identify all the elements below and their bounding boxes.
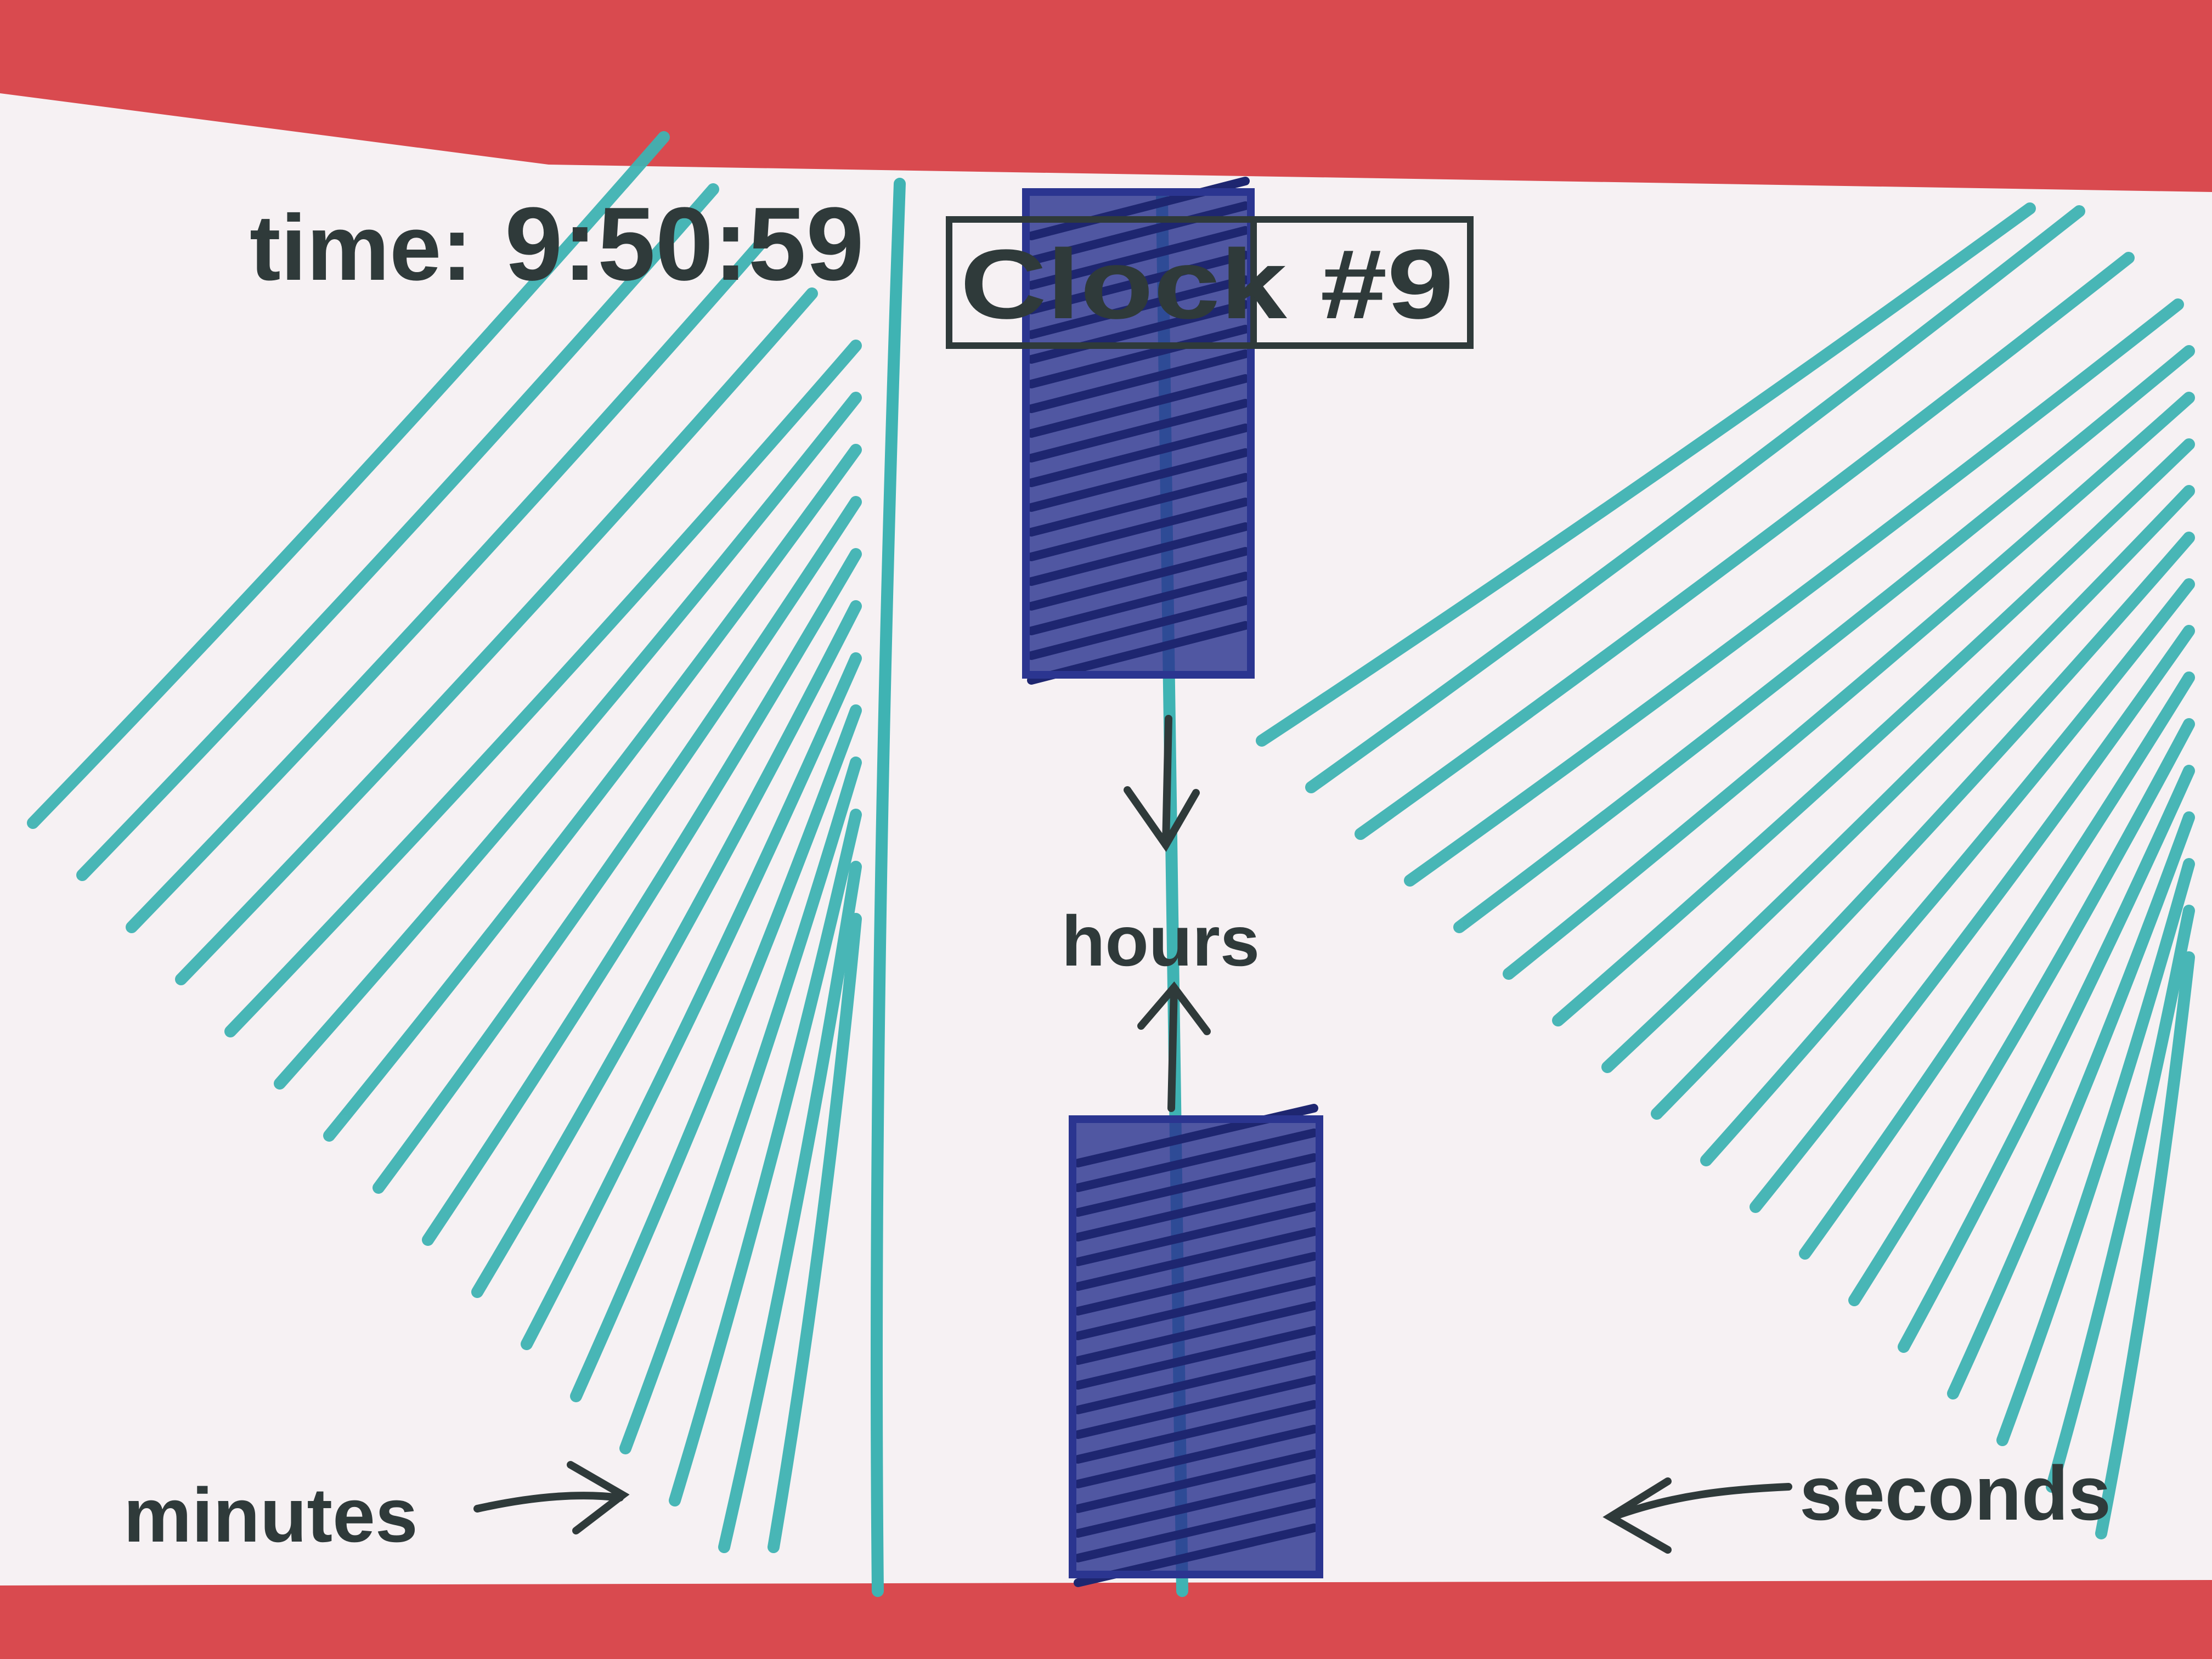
minutes-label: minutes: [123, 1472, 418, 1558]
teal-hatch-stroke: [76, 183, 719, 881]
navy-scribble-stroke: [1074, 1128, 1318, 1192]
navy-scribble-stroke: [1027, 275, 1250, 339]
teal-hatch-stroke: [224, 340, 862, 1037]
navy-scribble-stroke: [1074, 1252, 1318, 1316]
navy-scribble-stroke: [1027, 522, 1250, 586]
teal-hatch-stroke: [1700, 578, 2195, 1166]
teal-hatch-stroke: [323, 444, 862, 1142]
teal-hatch-stroke: [1898, 765, 2195, 1353]
arrow-down-icon: [1124, 715, 1200, 853]
navy-scribble-stroke: [1074, 1351, 1318, 1414]
clock-title: Clock #9: [960, 229, 1454, 340]
navy-scribble-stroke: [1027, 424, 1250, 487]
navy-scribble-stroke: [1027, 300, 1250, 364]
teal-hatch-stroke: [669, 809, 862, 1506]
arrow-right-icon: [473, 1461, 630, 1534]
time-label: time:: [250, 196, 472, 300]
teal-hatch-stroke: [1552, 438, 2195, 1026]
teal-hatch-stroke: [570, 704, 862, 1402]
teal-hatch-stroke: [1305, 205, 2085, 793]
navy-scribble-stroke: [1074, 1375, 1318, 1439]
hour-bar-top: [1022, 177, 1255, 685]
navy-scribble-stroke: [1074, 1203, 1318, 1266]
navy-scribble-stroke: [1074, 1425, 1318, 1488]
teal-hatch-stroke: [521, 652, 862, 1350]
teal-hatch-stroke: [1503, 392, 2195, 980]
teal-hatch-stroke: [2046, 905, 2195, 1493]
navy-scribble-stroke: [1027, 251, 1250, 314]
teal-hatch-stroke: [1996, 858, 2195, 1446]
hour-bar-bottom: [1069, 1104, 1323, 1587]
teal-hatch-stroke: [1256, 202, 2036, 747]
time-value: 9:50:59: [505, 186, 864, 302]
teal-hatch-stroke: [1848, 718, 2195, 1306]
navy-scribble-stroke: [1074, 1153, 1318, 1217]
teal-hatch-stroke: [126, 235, 769, 933]
navy-scribble-stroke: [1027, 448, 1250, 512]
teal-hatch-stroke: [1651, 532, 2195, 1120]
teal-hatch-stroke: [373, 496, 862, 1194]
teal-hatch-stroke: [1799, 672, 2195, 1260]
teal-hatch-stroke: [471, 600, 862, 1298]
teal-hatch-stroke: [718, 861, 862, 1553]
arrow-up-icon: [1137, 981, 1211, 1112]
teal-hatch-stroke: [175, 287, 818, 985]
teal-hatch-stroke: [1601, 485, 2195, 1073]
navy-scribble-stroke: [1074, 1449, 1318, 1513]
teal-hatch-stroke: [2095, 951, 2195, 1539]
seconds-region-hatching: [1256, 202, 2195, 1539]
navy-scribble-stroke: [1074, 1400, 1318, 1464]
teal-hatch-stroke: [1947, 811, 2195, 1400]
teal-hatch-stroke: [1453, 345, 2195, 933]
arrow-left-icon: [1602, 1477, 1792, 1554]
navy-scribble-stroke: [1074, 1301, 1318, 1365]
navy-scribble-stroke: [1074, 1326, 1318, 1390]
teal-hatch-stroke: [1750, 625, 2195, 1213]
teal-hatch-stroke: [422, 548, 862, 1246]
teal-hatch-stroke: [1404, 298, 2184, 887]
title-box: [946, 216, 1474, 349]
navy-scribble-stroke: [1027, 547, 1250, 611]
navy-scribble-stroke: [1027, 498, 1250, 561]
teal-hatch-stroke: [1355, 252, 2135, 840]
navy-scribble-stroke: [1074, 1499, 1318, 1562]
teal-hatch-stroke: [274, 392, 862, 1090]
navy-scribble-stroke: [1027, 349, 1250, 413]
navy-scribble-stroke: [1027, 374, 1250, 438]
teal-hatch-stroke: [768, 913, 862, 1553]
navy-scribble-stroke: [1027, 399, 1250, 462]
navy-scribble-stroke: [1074, 1277, 1318, 1340]
navy-scribble-stroke: [1027, 226, 1250, 290]
teal-hatch-stroke: [27, 131, 670, 829]
navy-scribble-stroke: [1027, 572, 1250, 635]
navy-scribble-stroke: [1074, 1178, 1318, 1242]
navy-scribble-stroke: [1027, 596, 1250, 660]
navy-scribble-stroke: [1027, 473, 1250, 537]
hours-label: hours: [1062, 901, 1260, 981]
teal-hatch-stroke: [619, 757, 862, 1454]
minutes-region-hatching: [27, 131, 862, 1553]
divider-line-left: [871, 178, 906, 1597]
seconds-label: seconds: [1799, 1450, 2111, 1536]
navy-scribble-stroke: [1074, 1227, 1318, 1291]
navy-scribble-stroke: [1074, 1474, 1318, 1538]
navy-scribble-stroke: [1027, 201, 1250, 265]
navy-scribble-stroke: [1027, 325, 1250, 388]
